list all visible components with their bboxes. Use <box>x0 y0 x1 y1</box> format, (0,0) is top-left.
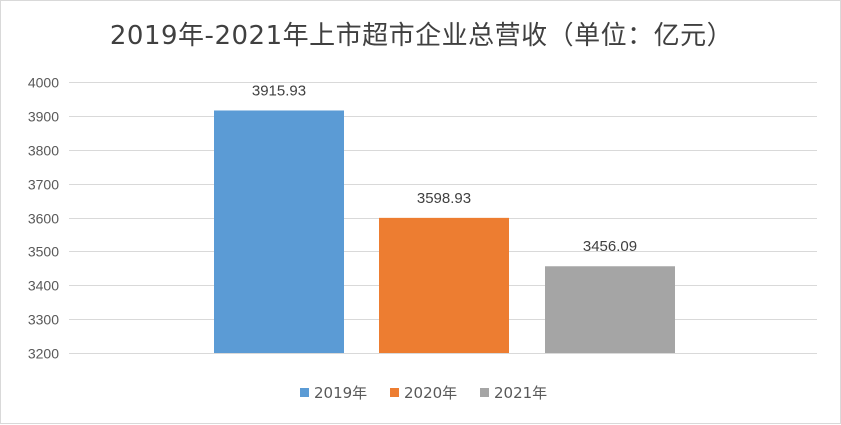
bar-2020年 <box>379 217 509 353</box>
y-tick-label: 3800 <box>28 143 59 159</box>
legend-label: 2020年 <box>404 384 457 402</box>
y-tick-label: 3600 <box>28 211 59 227</box>
legend-swatch <box>480 388 489 397</box>
y-tick-label: 3900 <box>28 109 59 125</box>
y-tick-label: 3700 <box>28 177 59 193</box>
bar-2019年 <box>214 110 344 353</box>
y-tick-label: 4000 <box>28 75 59 91</box>
y-tick-label: 3400 <box>28 278 59 294</box>
data-label: 3915.93 <box>252 82 306 99</box>
legend-swatch <box>300 388 309 397</box>
legend-label: 2019年 <box>314 384 367 402</box>
bar-2021年 <box>545 266 675 353</box>
data-label: 3598.93 <box>417 190 471 207</box>
y-tick-label: 3200 <box>28 346 59 362</box>
y-tick-label: 3500 <box>28 244 59 260</box>
legend-label: 2021年 <box>494 384 547 402</box>
y-tick-label: 3300 <box>28 312 59 328</box>
legend-swatch <box>390 388 399 397</box>
chart-title: 2019年-2021年上市超市企业总营收（单位：亿元） <box>109 21 734 51</box>
data-label: 3456.09 <box>583 238 637 255</box>
